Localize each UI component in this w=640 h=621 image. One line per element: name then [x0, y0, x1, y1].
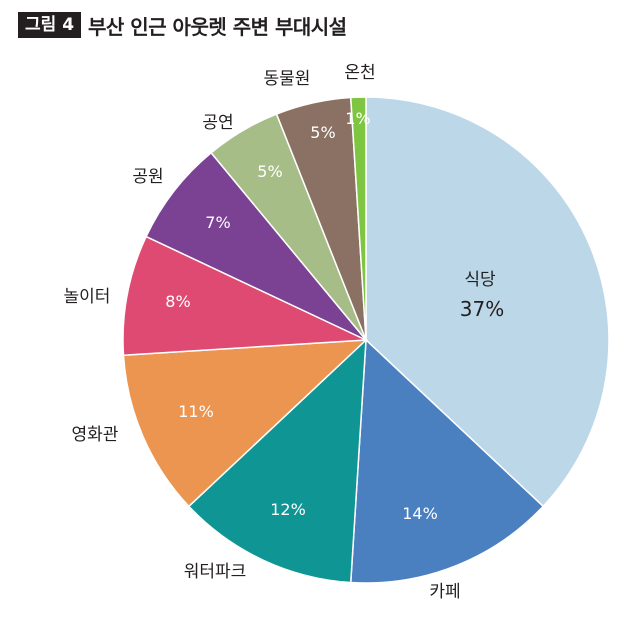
slice-category-label: 식당	[464, 270, 496, 290]
slice-value-label: 5%	[257, 162, 282, 181]
slice-value-label: 8%	[165, 292, 190, 311]
slice-category-label: 동물원	[264, 69, 311, 89]
pie-slice	[122, 339, 369, 508]
slice-category-label: 공연	[202, 113, 233, 133]
pie-slice	[187, 338, 367, 584]
slice-value-label: 5%	[310, 123, 335, 142]
slice-value-label: 7%	[205, 213, 230, 232]
slice-value-label: 37%	[460, 297, 504, 321]
slice-value-label: 1%	[345, 109, 370, 128]
slice-category-label: 워터파크	[184, 562, 247, 582]
slice-category-label: 카페	[429, 582, 460, 602]
pie-slice	[145, 151, 367, 341]
pie-slice	[122, 235, 367, 357]
chart-header: 그림 4 부산 인근 아웃렛 주변 부대시설	[18, 10, 347, 40]
slice-category-label: 영화관	[72, 425, 119, 445]
figure-badge: 그림 4	[18, 12, 82, 38]
pie-slice	[349, 96, 367, 341]
slice-value-label: 12%	[270, 500, 306, 519]
pie-slice	[365, 96, 610, 508]
chart-title: 부산 인근 아웃렛 주변 부대시설	[88, 14, 347, 39]
slice-category-label: 놀이터	[64, 287, 111, 307]
slice-category-label: 온천	[344, 63, 375, 83]
slice-value-label: 14%	[402, 504, 438, 523]
slice-category-label: 공원	[132, 167, 163, 187]
slice-value-label: 11%	[178, 402, 214, 421]
pie-slice	[349, 338, 545, 584]
